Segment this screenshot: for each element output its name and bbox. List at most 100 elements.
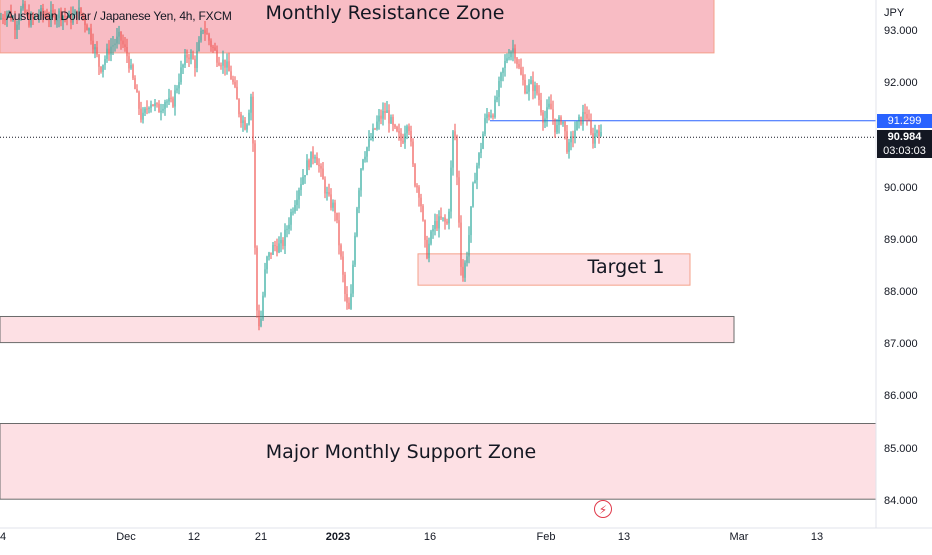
candle-body [364, 156, 366, 160]
candle-body [6, 13, 8, 20]
candle-body [590, 120, 592, 134]
candle-body [26, 12, 28, 14]
candle-body [522, 74, 524, 80]
candle-body [292, 211, 294, 213]
candle-body [334, 202, 336, 213]
candle-body [504, 60, 506, 69]
candle-body [104, 58, 106, 65]
resistance-zone-label: Monthly Resistance Zone [265, 2, 505, 24]
candle-body [66, 16, 68, 18]
candle-body [526, 91, 528, 93]
candle-body [198, 40, 200, 51]
candle-body [20, 8, 22, 20]
candle-body [532, 80, 534, 92]
candle-body [212, 46, 214, 48]
candle-body [92, 40, 94, 50]
candle-body [170, 97, 172, 99]
candle-body [422, 206, 424, 221]
candle-body [162, 108, 164, 111]
candle-body [546, 107, 548, 119]
candle-body [172, 98, 174, 107]
candles-group [0, 0, 602, 331]
candle-body [436, 221, 438, 229]
candle-body [36, 15, 38, 17]
candle-body [402, 140, 404, 143]
candle-body [88, 28, 90, 31]
candle-body [196, 50, 198, 68]
candle-body [576, 121, 578, 131]
candle-body [352, 264, 354, 294]
candle-body [586, 113, 588, 119]
price-tick-label: 85.000 [884, 442, 918, 455]
candle-body [176, 88, 178, 91]
candle-body [374, 128, 376, 130]
price-tick-label: 92.000 [884, 77, 918, 90]
candle-body [76, 10, 78, 19]
candle-body [24, 3, 26, 13]
candle-body [466, 256, 468, 263]
candle-body [392, 117, 394, 125]
candle-body [358, 190, 360, 209]
candle-body [148, 107, 150, 109]
candle-body [508, 57, 510, 59]
candle-body [234, 81, 236, 87]
candle-body [536, 85, 538, 94]
candle-body [464, 262, 466, 278]
horizontal-line-price-tag: 91.299 [877, 114, 932, 128]
candle-body [244, 120, 246, 130]
candle-body [72, 14, 74, 23]
candle-body [568, 142, 570, 152]
candle-body [554, 118, 556, 133]
time-tick-label: 2023 [325, 531, 351, 543]
candle-body [480, 148, 482, 154]
candle-body [400, 133, 402, 141]
target-zone-label: Target 1 [587, 256, 665, 278]
candle-body [48, 18, 50, 20]
lightning-icon[interactable]: ⚡ [594, 500, 612, 518]
time-tick-label: Mar [729, 531, 749, 543]
candle-body [238, 99, 240, 115]
candle-body [336, 212, 338, 221]
candle-body [290, 211, 292, 225]
candle-body [70, 13, 72, 23]
candle-body [432, 228, 434, 232]
candle-body [410, 130, 412, 142]
candle-body [60, 10, 62, 21]
candle-body [448, 211, 450, 224]
candle-body [14, 19, 16, 31]
candle-body [510, 52, 512, 58]
candle-body [110, 46, 112, 55]
candle-body [166, 101, 168, 103]
candle-body [136, 89, 138, 93]
candle-body [438, 216, 440, 229]
candle-body [28, 13, 30, 26]
candle-body [328, 192, 330, 195]
candle-body [200, 30, 202, 41]
candle-body [282, 239, 284, 246]
candle-body [248, 112, 250, 125]
candle-body [216, 50, 218, 63]
candle-body [8, 10, 10, 14]
candle-body [306, 160, 308, 176]
candle-body [322, 168, 324, 180]
candle-body [86, 25, 88, 31]
candle-body [152, 104, 154, 106]
candle-body [416, 185, 418, 188]
candle-body [426, 239, 428, 259]
last-price-tag: 90.984 [877, 130, 932, 144]
candle-body [460, 222, 462, 267]
candle-body [318, 164, 320, 167]
candle-body [178, 82, 180, 89]
candle-body [342, 256, 344, 275]
candle-body [428, 243, 430, 259]
candle-body [528, 83, 530, 92]
candle-body [146, 108, 148, 110]
candle-body [544, 118, 546, 123]
candle-body [302, 176, 304, 185]
candle-body [330, 194, 332, 208]
candle-body [276, 246, 278, 253]
candle-body [144, 108, 146, 113]
candle-body [474, 180, 476, 184]
